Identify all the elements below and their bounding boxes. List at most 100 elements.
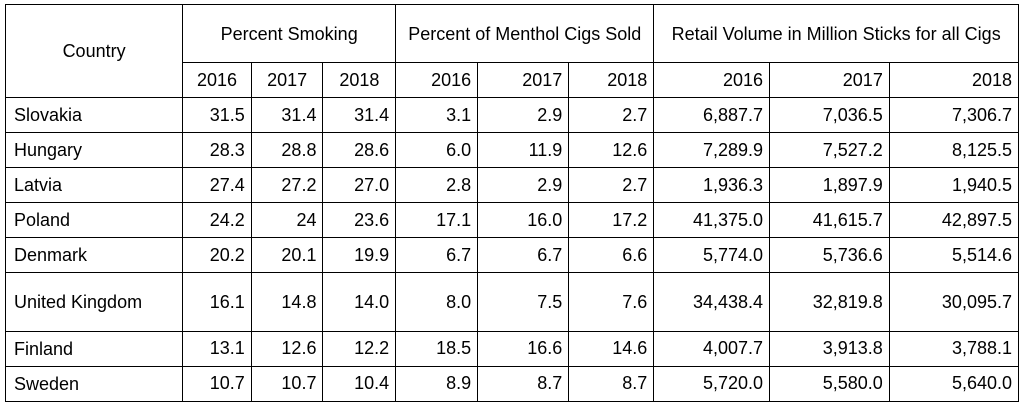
country-cell: Finland	[4, 330, 184, 367]
value-cell: 28.6	[322, 132, 397, 169]
value-cell: 8.7	[568, 365, 655, 403]
header-year: 2017	[769, 62, 890, 98]
table-row: Slovakia 31.5 31.4 31.4 3.1 2.9 2.7 6,887.7 7,03…	[4, 96, 1020, 134]
value-cell: 7.6	[568, 272, 655, 332]
value-cell: 27.4	[182, 167, 252, 204]
value-cell: 5,720.0	[653, 365, 771, 403]
value-cell: 5,580.0	[769, 365, 890, 403]
value-cell: 28.8	[250, 132, 324, 169]
value-cell: 17.2	[568, 202, 655, 239]
value-cell: 2.9	[477, 96, 570, 134]
header-year: 2017	[250, 62, 324, 98]
table-row: Denmark 20.2 20.1 19.9 6.7 6.7 6.6 5,774.0 5,736…	[4, 237, 1020, 274]
value-cell: 27.2	[250, 167, 324, 204]
value-cell: 34,438.4	[653, 272, 771, 332]
country-cell: Sweden	[4, 365, 184, 403]
value-cell: 10.4	[322, 365, 397, 403]
value-cell: 16.6	[477, 330, 570, 367]
value-cell: 32,819.8	[769, 272, 890, 332]
table-body: Slovakia 31.5 31.4 31.4 3.1 2.9 2.7 6,887.7 7,03…	[4, 96, 1020, 403]
value-cell: 16.1	[182, 272, 252, 332]
value-cell: 3,913.8	[769, 330, 890, 367]
country-cell: Denmark	[4, 237, 184, 274]
value-cell: 16.0	[477, 202, 570, 239]
value-cell: 6.7	[477, 237, 570, 274]
value-cell: 28.3	[182, 132, 252, 169]
value-cell: 24	[250, 202, 324, 239]
value-cell: 7,527.2	[769, 132, 890, 169]
value-cell: 8.0	[395, 272, 479, 332]
value-cell: 17.1	[395, 202, 479, 239]
table-row: Poland 24.2 24 23.6 17.1 16.0 17.2 41,375.0 41,6…	[4, 202, 1020, 239]
value-cell: 12.6	[568, 132, 655, 169]
value-cell: 6.7	[395, 237, 479, 274]
header-year: 2016	[182, 62, 252, 98]
country-cell: United Kingdom	[4, 272, 184, 332]
value-cell: 2.7	[568, 167, 655, 204]
header-group-menthol: Percent of Menthol Cigs Sold	[395, 4, 655, 63]
value-cell: 7.5	[477, 272, 570, 332]
value-cell: 2.8	[395, 167, 479, 204]
value-cell: 14.6	[568, 330, 655, 367]
value-cell: 8.9	[395, 365, 479, 403]
value-cell: 3,788.1	[888, 330, 1020, 367]
header-year: 2018	[568, 62, 655, 98]
header-year: 2018	[322, 62, 397, 98]
value-cell: 20.1	[250, 237, 324, 274]
value-cell: 5,514.6	[888, 237, 1020, 274]
value-cell: 1,936.3	[653, 167, 771, 204]
value-cell: 7,289.9	[653, 132, 771, 169]
value-cell: 2.9	[477, 167, 570, 204]
value-cell: 6,887.7	[653, 96, 771, 134]
value-cell: 11.9	[477, 132, 570, 169]
value-cell: 6.0	[395, 132, 479, 169]
value-cell: 31.4	[322, 96, 397, 134]
country-cell: Latvia	[4, 167, 184, 204]
value-cell: 3.1	[395, 96, 479, 134]
value-cell: 5,736.6	[769, 237, 890, 274]
value-cell: 8,125.5	[888, 132, 1020, 169]
value-cell: 2.7	[568, 96, 655, 134]
header-year: 2018	[888, 62, 1020, 98]
value-cell: 14.8	[250, 272, 324, 332]
value-cell: 10.7	[182, 365, 252, 403]
table-row: Sweden 10.7 10.7 10.4 8.9 8.7 8.7 5,720.0 5,580.…	[4, 365, 1020, 403]
header-year: 2016	[395, 62, 479, 98]
value-cell: 41,615.7	[769, 202, 890, 239]
header-row-groups: Country Percent Smoking Percent of Menth…	[4, 4, 1019, 98]
table-row: Hungary 28.3 28.8 28.6 6.0 11.9 12.6 7,289.9 7,5…	[4, 132, 1020, 169]
value-cell: 12.2	[322, 330, 397, 367]
header-row-years: 2016 2017 2018 2016 2017 2018 2016 2017 2018	[6, 62, 1020, 98]
value-cell: 30,095.7	[888, 272, 1020, 332]
header-year: 2016	[653, 62, 771, 98]
value-cell: 10.7	[250, 365, 324, 403]
value-cell: 14.0	[322, 272, 397, 332]
value-cell: 31.4	[250, 96, 324, 134]
header-group-volume: Retail Volume in Million Sticks for all …	[653, 4, 1019, 63]
header-country: Country	[4, 4, 184, 98]
value-cell: 20.2	[182, 237, 252, 274]
header-group-smoking: Percent Smoking	[182, 4, 397, 63]
value-cell: 7,306.7	[888, 96, 1020, 134]
table-row: Finland 13.1 12.6 12.2 18.5 16.6 14.6 4,007.7 3,…	[4, 330, 1020, 367]
value-cell: 4,007.7	[653, 330, 771, 367]
table-row: Latvia 27.4 27.2 27.0 2.8 2.9 2.7 1,936.3 1,897.…	[4, 167, 1020, 204]
value-cell: 41,375.0	[653, 202, 771, 239]
value-cell: 1,897.9	[769, 167, 890, 204]
value-cell: 12.6	[250, 330, 324, 367]
value-cell: 27.0	[322, 167, 397, 204]
value-cell: 18.5	[395, 330, 479, 367]
value-cell: 31.5	[182, 96, 252, 134]
header-year: 2017	[477, 62, 570, 98]
value-cell: 24.2	[182, 202, 252, 239]
value-cell: 5,774.0	[653, 237, 771, 274]
country-cell: Poland	[4, 202, 184, 239]
value-cell: 7,036.5	[769, 96, 890, 134]
table-row: United Kingdom 16.1 14.8 14.0 8.0 7.5 7.6 34,43…	[4, 272, 1020, 332]
value-cell: 19.9	[322, 237, 397, 274]
value-cell: 6.6	[568, 237, 655, 274]
data-table: Country Percent Smoking Percent of Menth…	[4, 4, 1020, 403]
country-cell: Slovakia	[4, 96, 184, 134]
value-cell: 13.1	[182, 330, 252, 367]
value-cell: 8.7	[477, 365, 570, 403]
